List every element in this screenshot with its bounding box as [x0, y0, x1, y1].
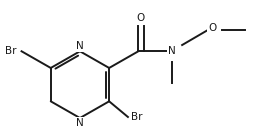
Text: Br: Br: [5, 46, 16, 56]
Text: Br: Br: [131, 112, 142, 122]
Text: N: N: [168, 46, 176, 56]
Text: O: O: [137, 13, 145, 23]
Text: N: N: [76, 118, 84, 128]
Text: N: N: [76, 41, 84, 51]
Text: O: O: [208, 23, 217, 33]
